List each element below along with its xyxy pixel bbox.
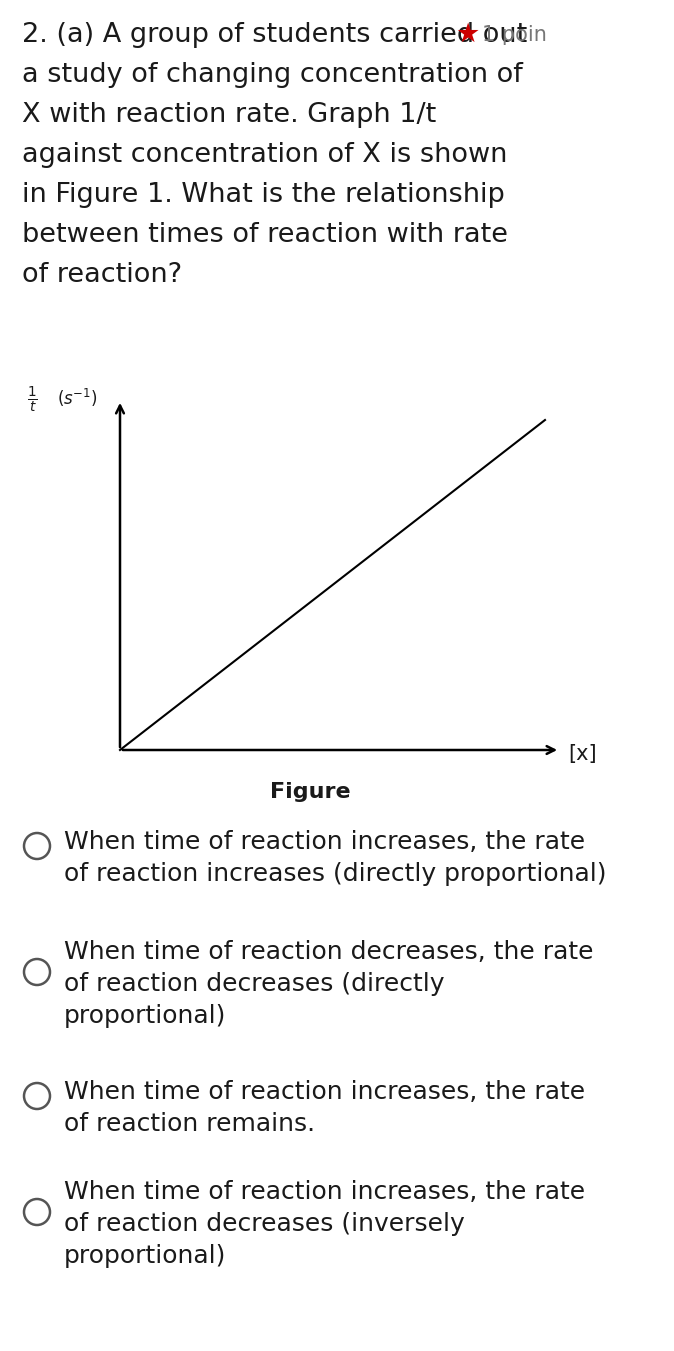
Text: 2. (a) A group of students carried out: 2. (a) A group of students carried out bbox=[22, 22, 527, 49]
Text: 1 poin: 1 poin bbox=[482, 26, 547, 45]
Text: proportional): proportional) bbox=[64, 1004, 226, 1028]
Text: in Figure 1. What is the relationship: in Figure 1. What is the relationship bbox=[22, 182, 505, 208]
Text: $(s^{-1})$: $(s^{-1})$ bbox=[57, 386, 98, 409]
Text: [x]: [x] bbox=[568, 744, 596, 765]
Text: Figure: Figure bbox=[270, 782, 350, 802]
Text: When time of reaction increases, the rate: When time of reaction increases, the rat… bbox=[64, 1079, 585, 1104]
Text: When time of reaction decreases, the rate: When time of reaction decreases, the rat… bbox=[64, 940, 594, 965]
Text: X with reaction rate. Graph 1/t: X with reaction rate. Graph 1/t bbox=[22, 101, 436, 128]
Text: of reaction increases (directly proportional): of reaction increases (directly proporti… bbox=[64, 862, 607, 886]
Text: proportional): proportional) bbox=[64, 1244, 226, 1269]
Text: of reaction remains.: of reaction remains. bbox=[64, 1112, 315, 1136]
Text: ★: ★ bbox=[455, 22, 479, 49]
Text: between times of reaction with rate: between times of reaction with rate bbox=[22, 222, 508, 249]
Text: of reaction decreases (inversely: of reaction decreases (inversely bbox=[64, 1212, 465, 1236]
Text: of reaction decreases (directly: of reaction decreases (directly bbox=[64, 971, 444, 996]
Text: a study of changing concentration of: a study of changing concentration of bbox=[22, 62, 523, 88]
Text: against concentration of X is shown: against concentration of X is shown bbox=[22, 142, 508, 168]
Text: When time of reaction increases, the rate: When time of reaction increases, the rat… bbox=[64, 830, 585, 854]
Text: When time of reaction increases, the rate: When time of reaction increases, the rat… bbox=[64, 1179, 585, 1204]
Text: $\frac{1}{t}$: $\frac{1}{t}$ bbox=[27, 385, 38, 415]
Text: of reaction?: of reaction? bbox=[22, 262, 182, 288]
